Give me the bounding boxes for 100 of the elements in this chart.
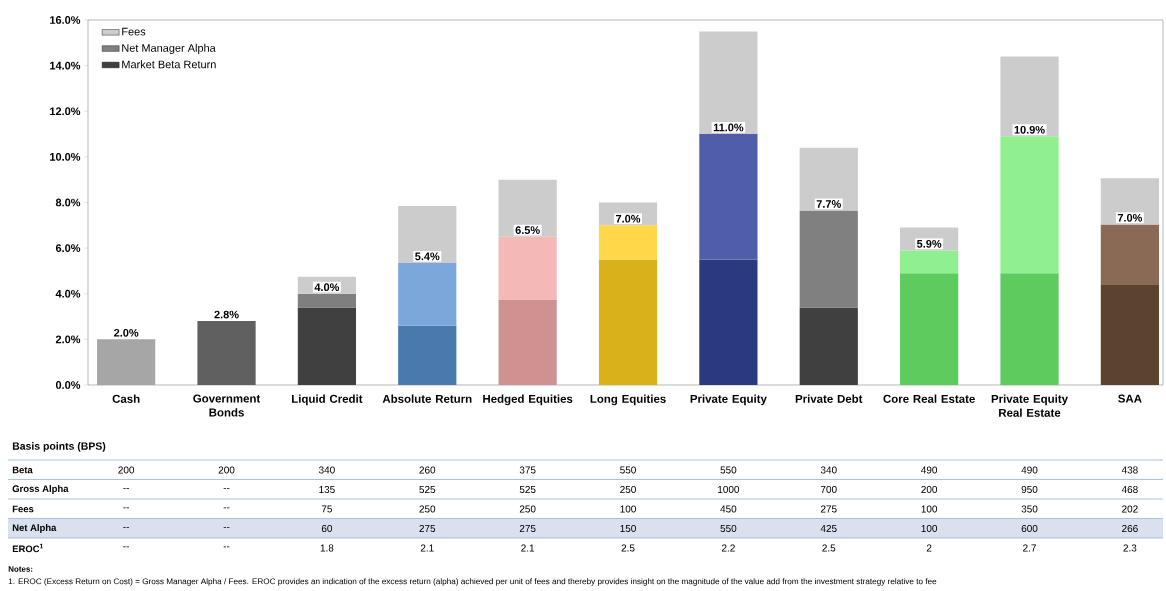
bar — [1100, 224, 1159, 286]
bar — [398, 205, 457, 263]
text: 250 — [620, 485, 636, 494]
text: 438 — [1121, 466, 1138, 474]
legend-label: Market Beta Return — [122, 60, 216, 69]
annotation: 10.9% — [1014, 125, 1045, 134]
bar — [598, 225, 658, 260]
bar — [598, 259, 658, 385]
text: 275 — [820, 505, 837, 513]
text: 450 — [720, 505, 737, 513]
x-tick-label: Liquid Credit — [292, 394, 363, 406]
bar — [699, 31, 758, 135]
text: 340 — [318, 466, 335, 474]
text: 275 — [419, 524, 436, 533]
text: 2.2 — [721, 544, 735, 552]
text: 600 — [1021, 524, 1038, 533]
text: Gross Alpha — [12, 485, 69, 494]
bar — [1100, 285, 1159, 385]
text: 525 — [419, 485, 436, 494]
annotation: 7.0% — [616, 214, 641, 223]
text: -- — [123, 487, 130, 489]
y-tick-label: 4.0% — [55, 289, 81, 298]
text: 700 — [820, 485, 837, 494]
x-tick-label: Long Equities — [590, 394, 666, 406]
text: 2.5 — [621, 544, 635, 552]
y-tick-label: 14.0% — [50, 61, 81, 70]
bar — [1000, 56, 1059, 137]
x-tick-label: Private Equity — [690, 394, 767, 406]
annotation: 7.7% — [816, 200, 841, 208]
bar — [498, 179, 557, 237]
text: -- — [223, 487, 230, 489]
annotation: 5.4% — [415, 252, 440, 261]
annotation: 2.0% — [114, 328, 139, 337]
bar — [1000, 273, 1059, 385]
text: 202 — [1122, 505, 1138, 513]
bar — [699, 259, 758, 385]
text: 135 — [319, 485, 335, 494]
text: 260 — [419, 466, 436, 474]
legend-label: Fees — [122, 27, 146, 36]
x-tick-label: Cash — [112, 394, 140, 403]
text: 375 — [519, 466, 536, 474]
y-tick-label: 16.0% — [50, 16, 81, 24]
text: -- — [123, 546, 130, 548]
text: 250 — [519, 505, 536, 513]
annotation: 7.0% — [1117, 213, 1143, 222]
x-tick-label: Core Real Estate — [883, 394, 975, 403]
bar — [699, 134, 758, 260]
bar — [799, 147, 858, 211]
annotation: 2.8% — [214, 310, 239, 319]
text: 340 — [820, 466, 837, 474]
text: 950 — [1021, 485, 1038, 494]
text: 490 — [921, 466, 938, 474]
text: -- — [123, 526, 130, 528]
text: 100 — [620, 505, 636, 513]
text: 490 — [1021, 466, 1038, 474]
text: Basis points (BPS) — [12, 442, 106, 452]
x-tick-label: Government Bonds — [193, 394, 261, 417]
bar — [1100, 178, 1159, 225]
text: -- — [223, 526, 230, 528]
bar — [498, 236, 557, 300]
x-tick-label: SAA — [1118, 394, 1142, 403]
x-tick-label: Private Equity Real Estate — [991, 394, 1068, 417]
annotation: 4.0% — [314, 283, 340, 292]
text: 2.3 — [1123, 544, 1137, 552]
text: 525 — [519, 485, 536, 494]
x-tick-label: Hedged Equities — [483, 394, 573, 406]
text: -- — [123, 507, 130, 509]
text: 2 — [926, 544, 932, 552]
bar — [799, 210, 858, 308]
text: 200 — [218, 466, 235, 474]
text: 350 — [1021, 505, 1038, 513]
text: 468 — [1121, 485, 1138, 494]
text: 2.5 — [822, 544, 836, 552]
text: Net Alpha — [12, 524, 57, 533]
text: 550 — [720, 466, 737, 474]
bar — [197, 321, 256, 385]
text: 2.1 — [521, 544, 535, 552]
text: 550 — [620, 466, 636, 474]
y-tick-label: 6.0% — [55, 244, 81, 252]
text: 2.1 — [420, 544, 434, 552]
bar — [900, 273, 959, 385]
y-tick-label: 8.0% — [55, 198, 81, 207]
legend-label: Net Manager Alpha — [122, 43, 216, 55]
x-tick-label: Absolute Return — [382, 394, 472, 403]
y-tick-label: 0.0% — [55, 381, 81, 389]
text: 100 — [921, 524, 938, 533]
text: 200 — [921, 485, 938, 494]
x-tick-label: Private Debt — [795, 394, 863, 403]
text: EROC$^{1}$ — [12, 543, 44, 553]
bar — [498, 299, 557, 385]
text: 2.7 — [1023, 544, 1036, 552]
text: 150 — [620, 524, 636, 533]
bar — [900, 250, 959, 274]
text: 266 — [1122, 524, 1138, 533]
bar — [1000, 136, 1059, 274]
text: -- — [223, 546, 230, 548]
text: Beta — [12, 466, 33, 474]
text: 200 — [118, 466, 135, 474]
bar — [297, 293, 357, 308]
annotation: 5.9% — [916, 239, 942, 248]
